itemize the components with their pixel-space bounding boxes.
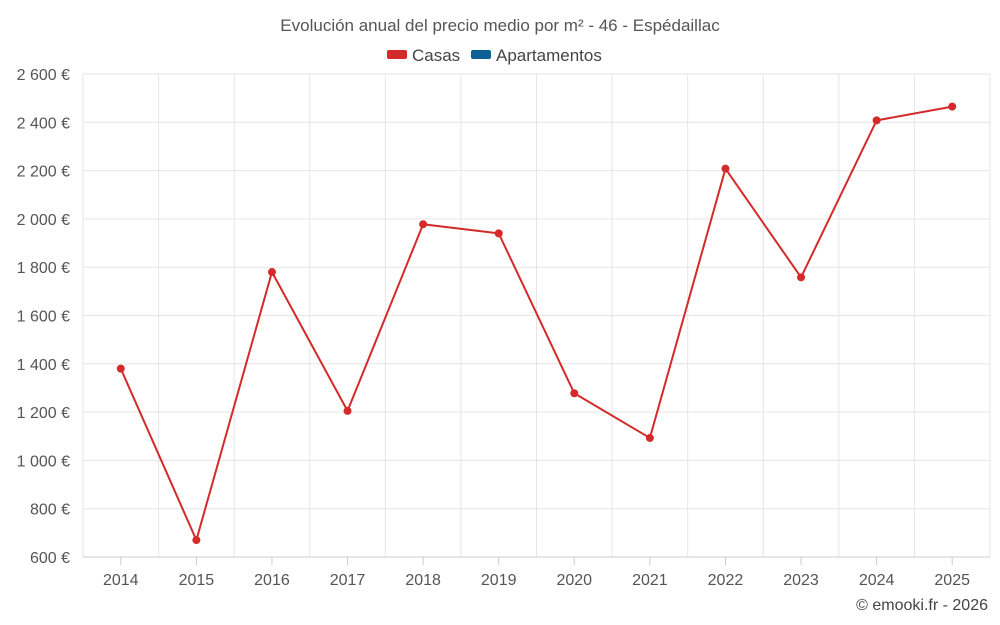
legend-item-apartamentos[interactable]: Apartamentos xyxy=(471,46,602,65)
data-point-casas-2019[interactable] xyxy=(494,229,503,238)
data-point-casas-2014[interactable] xyxy=(116,364,125,373)
series-line-casas xyxy=(119,105,953,542)
legend: Casas Apartamentos xyxy=(387,46,602,65)
credit-text: © emooki.fr - 2026 xyxy=(856,597,988,614)
y-tick-label: 2 400 € xyxy=(17,115,70,132)
y-tick-label: 2 000 € xyxy=(17,212,70,229)
data-point-casas-2015[interactable] xyxy=(192,536,201,545)
x-tick-label: 2021 xyxy=(632,572,668,589)
y-tick-label: 1 800 € xyxy=(17,260,70,277)
y-tick-label: 1 600 € xyxy=(17,309,70,326)
data-point-casas-2016[interactable] xyxy=(267,268,276,277)
legend-swatch-casas xyxy=(387,50,407,59)
data-point-casas-2023[interactable] xyxy=(797,273,806,282)
x-tick-label: 2020 xyxy=(556,572,592,589)
data-point-casas-2018[interactable] xyxy=(419,220,428,229)
x-tick-label: 2019 xyxy=(481,572,517,589)
y-axis: 600 € 800 € 1 000 € 1 200 € 1 400 € 1 600 € 1 … xyxy=(17,67,70,567)
x-tick-label: 2017 xyxy=(330,572,366,589)
data-point-casas-2020[interactable] xyxy=(570,389,579,398)
y-tick-label: 2 200 € xyxy=(17,164,70,181)
series-layer xyxy=(116,102,957,545)
x-tick-label: 2015 xyxy=(179,572,215,589)
x-axis: 2014 2015 2016 2017 2018 2019 2020 2021 2022 2023… xyxy=(83,556,990,589)
x-tick-label: 2016 xyxy=(254,572,290,589)
x-tick-label: 2025 xyxy=(934,572,970,589)
data-point-casas-2022[interactable] xyxy=(721,164,730,173)
legend-swatch-apartamentos xyxy=(471,50,491,59)
y-tick-label: 1 200 € xyxy=(17,405,70,422)
y-tick-label: 600 € xyxy=(30,550,70,567)
x-tick-label: 2022 xyxy=(708,572,744,589)
legend-label-casas: Casas xyxy=(412,46,460,65)
data-point-casas-2017[interactable] xyxy=(343,406,352,415)
data-point-casas-2024[interactable] xyxy=(872,116,881,125)
x-tick-label: 2014 xyxy=(103,572,139,589)
x-tick-label: 2023 xyxy=(783,572,819,589)
chart-title: Evolución anual del precio medio por m² … xyxy=(280,16,720,35)
y-tick-label: 2 600 € xyxy=(17,67,70,84)
x-tick-label: 2018 xyxy=(405,572,441,589)
x-tick-label: 2024 xyxy=(859,572,895,589)
legend-label-apartamentos: Apartamentos xyxy=(496,46,602,65)
legend-item-casas[interactable]: Casas xyxy=(387,46,460,65)
y-tick-label: 800 € xyxy=(30,502,70,519)
y-tick-label: 1 000 € xyxy=(17,453,70,470)
data-point-casas-2025[interactable] xyxy=(948,102,957,111)
y-tick-label: 1 400 € xyxy=(17,357,70,374)
data-point-casas-2021[interactable] xyxy=(645,433,654,442)
